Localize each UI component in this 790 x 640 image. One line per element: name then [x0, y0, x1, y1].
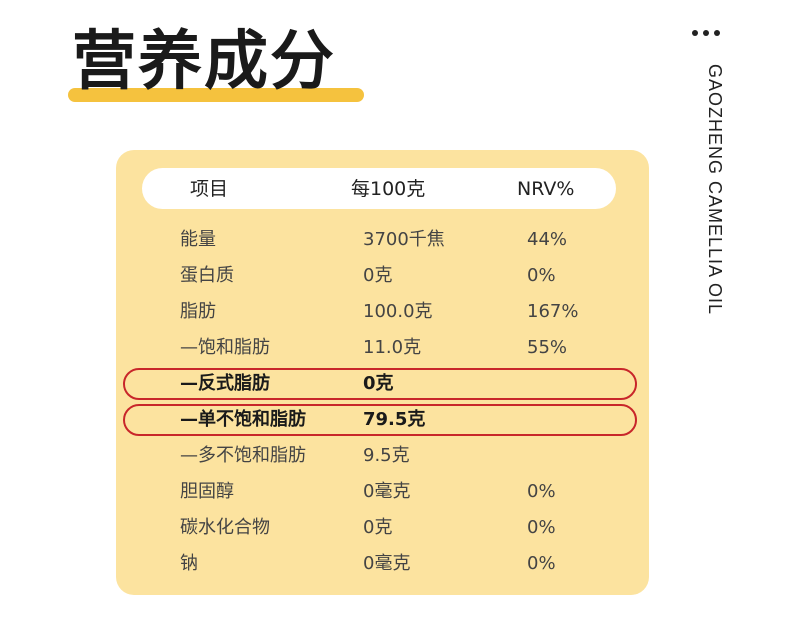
- row-item: 蛋白质: [180, 265, 234, 286]
- row-item: 能量: [180, 229, 216, 250]
- row-nrv: 0%: [527, 553, 556, 574]
- row-per100g: 0克: [363, 373, 394, 394]
- row-item: —反式脂肪: [180, 373, 270, 394]
- row-item: —多不饱和脂肪: [180, 445, 306, 466]
- row-per100g: 3700千焦: [363, 229, 445, 250]
- row-item: 钠: [180, 553, 198, 574]
- brand-vertical-label: GAOZHENG CAMELLIA OIL: [705, 64, 725, 316]
- row-nrv: 55%: [527, 337, 568, 358]
- header-per100g: 每100克: [351, 178, 426, 200]
- row-per100g: 100.0克: [363, 301, 433, 322]
- row-per100g: 11.0克: [363, 337, 422, 358]
- row-nrv: 0%: [527, 481, 556, 502]
- row-nrv: 44%: [527, 229, 568, 250]
- row-item: —饱和脂肪: [180, 337, 270, 358]
- highlight-mono-fat: [123, 404, 637, 436]
- row-per100g: 0毫克: [363, 481, 411, 502]
- row-per100g: 0毫克: [363, 553, 411, 574]
- row-nrv: 0%: [527, 265, 556, 286]
- more-dots-icon: [692, 30, 720, 36]
- row-per100g: 9.5克: [363, 445, 410, 466]
- nutrition-table-card: [116, 150, 649, 595]
- row-nrv: 0%: [527, 517, 556, 538]
- header-nrv: NRV%: [517, 178, 575, 200]
- row-item: 脂肪: [180, 301, 216, 322]
- row-item: 碳水化合物: [180, 517, 270, 538]
- highlight-trans-fat: [123, 368, 637, 400]
- row-per100g: 79.5克: [363, 409, 426, 430]
- row-per100g: 0克: [363, 517, 393, 538]
- row-item: —单不饱和脂肪: [180, 409, 306, 430]
- page-title: 营养成分: [72, 25, 336, 99]
- row-item: 胆固醇: [180, 481, 234, 502]
- row-nrv: 167%: [527, 301, 579, 322]
- table-header-bar: [142, 168, 616, 209]
- row-per100g: 0克: [363, 265, 393, 286]
- title-underline: [68, 88, 364, 102]
- header-item: 项目: [190, 178, 229, 200]
